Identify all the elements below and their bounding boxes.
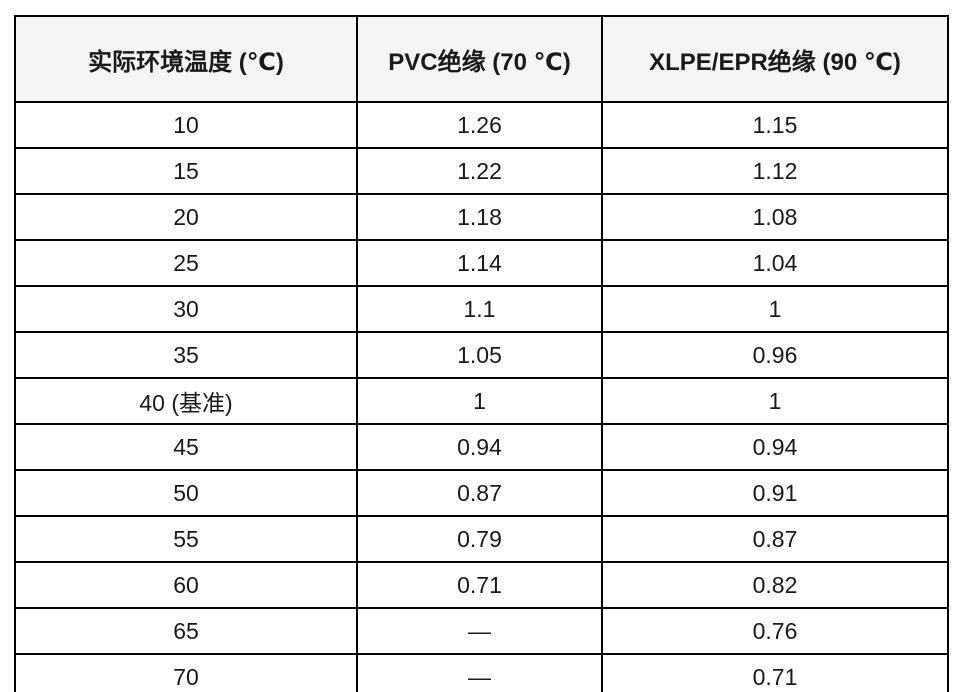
xlpe-factor-cell: 0.96 (601, 331, 949, 379)
pvc-factor-cell: 1.1 (356, 285, 603, 333)
temperature-cell: 50 (14, 469, 358, 517)
pvc-factor-cell: 1.05 (356, 331, 603, 379)
table-row: 55 0.79 0.87 (14, 515, 949, 563)
temperature-cell: 60 (14, 561, 358, 609)
xlpe-factor-cell: 1 (601, 285, 949, 333)
xlpe-factor-cell: 0.94 (601, 423, 949, 471)
xlpe-factor-cell: 1.08 (601, 193, 949, 241)
table-row: 35 1.05 0.96 (14, 331, 949, 379)
pvc-factor-cell: 1.26 (356, 101, 603, 149)
header-xlpe-epr-insulation: XLPE/EPR绝缘 (90 ℃) (601, 15, 949, 103)
table-row: 45 0.94 0.94 (14, 423, 949, 471)
pvc-factor-cell: 0.87 (356, 469, 603, 517)
pvc-factor-cell: — (356, 607, 603, 655)
xlpe-factor-cell: 0.87 (601, 515, 949, 563)
xlpe-factor-cell: 1.04 (601, 239, 949, 287)
pvc-factor-cell: 0.79 (356, 515, 603, 563)
pvc-factor-cell: 1.14 (356, 239, 603, 287)
temperature-cell: 40 (基准) (14, 377, 358, 425)
table-header-row: 实际环境温度 (℃) PVC绝缘 (70 ℃) XLPE/EPR绝缘 (90 ℃… (14, 15, 949, 103)
header-ambient-temperature: 实际环境温度 (℃) (14, 15, 358, 103)
table-header: 实际环境温度 (℃) PVC绝缘 (70 ℃) XLPE/EPR绝缘 (90 ℃… (14, 15, 949, 103)
table-row: 25 1.14 1.04 (14, 239, 949, 287)
xlpe-factor-cell: 0.76 (601, 607, 949, 655)
temperature-cell: 70 (14, 653, 358, 692)
xlpe-factor-cell: 1 (601, 377, 949, 425)
pvc-factor-cell: — (356, 653, 603, 692)
table-row: 20 1.18 1.08 (14, 193, 949, 241)
temperature-cell: 55 (14, 515, 358, 563)
pvc-factor-cell: 1.22 (356, 147, 603, 195)
table-row: 50 0.87 0.91 (14, 469, 949, 517)
xlpe-factor-cell: 1.15 (601, 101, 949, 149)
temperature-cell: 25 (14, 239, 358, 287)
pvc-factor-cell: 0.71 (356, 561, 603, 609)
xlpe-factor-cell: 0.71 (601, 653, 949, 692)
pvc-factor-cell: 1 (356, 377, 603, 425)
temperature-cell: 10 (14, 101, 358, 149)
pvc-factor-cell: 0.94 (356, 423, 603, 471)
temperature-cell: 15 (14, 147, 358, 195)
pvc-factor-cell: 1.18 (356, 193, 603, 241)
table-row: 70—0.71 (14, 653, 949, 692)
table-row: 65—0.76 (14, 607, 949, 655)
table-row: 60 0.71 0.82 (14, 561, 949, 609)
temperature-correction-table: 实际环境温度 (℃) PVC绝缘 (70 ℃) XLPE/EPR绝缘 (90 ℃… (14, 15, 949, 692)
xlpe-factor-cell: 1.12 (601, 147, 949, 195)
table-row: 10 1.26 1.15 (14, 101, 949, 149)
table-body: 10 1.26 1.15 15 1.22 1.12 20 1.18 1.08 25 1.14 1.04… (14, 101, 949, 692)
temperature-cell: 35 (14, 331, 358, 379)
header-pvc-insulation: PVC绝缘 (70 ℃) (356, 15, 603, 103)
xlpe-factor-cell: 0.82 (601, 561, 949, 609)
table-row: 30 1.1 1 (14, 285, 949, 333)
table-row: 40 (基准) 1 1 (14, 377, 949, 425)
temperature-cell: 65 (14, 607, 358, 655)
temperature-cell: 45 (14, 423, 358, 471)
table-row: 15 1.22 1.12 (14, 147, 949, 195)
temperature-cell: 30 (14, 285, 358, 333)
temperature-cell: 20 (14, 193, 358, 241)
xlpe-factor-cell: 0.91 (601, 469, 949, 517)
